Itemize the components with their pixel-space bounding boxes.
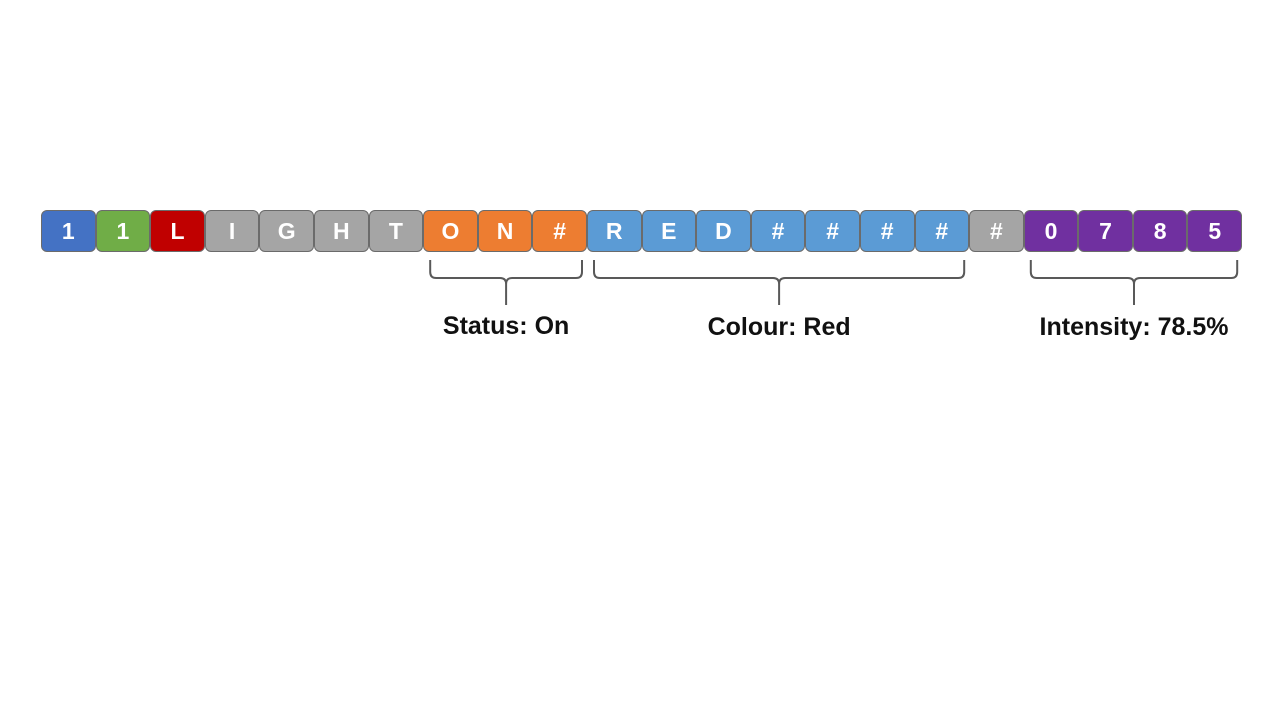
char-cell: # xyxy=(532,210,587,252)
char-cell: # xyxy=(750,210,806,252)
char-cell: O xyxy=(423,210,478,252)
char-cell: # xyxy=(859,210,915,252)
char-cell: D xyxy=(696,210,751,252)
char-cell: # xyxy=(969,210,1024,252)
char-cell: L xyxy=(150,210,205,252)
char-cell: H xyxy=(313,210,369,252)
char-cell: 0 xyxy=(1023,210,1079,252)
intensity-label: Intensity: 78.5% xyxy=(1039,313,1229,341)
char-cell: E xyxy=(641,210,697,252)
char-cell: 7 xyxy=(1078,210,1133,252)
status-brace xyxy=(429,260,583,305)
char-cell: 1 xyxy=(95,210,151,252)
char-cell: I xyxy=(204,210,260,252)
char-cell: R xyxy=(586,210,642,252)
char-cell: 1 xyxy=(41,210,96,252)
char-cell: # xyxy=(805,210,860,252)
character-strip: 1 1 L I G H T O N # R E D # # # # #0 7 8 5 xyxy=(41,210,1243,252)
char-cell: 8 xyxy=(1132,210,1188,252)
colour-brace xyxy=(593,260,966,305)
char-cell: N xyxy=(477,210,533,252)
colour-label: Colour: Red xyxy=(707,313,851,341)
char-cell: T xyxy=(368,210,424,252)
status-label: Status: On xyxy=(442,312,570,340)
char-cell: # xyxy=(914,210,970,252)
char-cell: G xyxy=(259,210,314,252)
char-cell: 5 xyxy=(1187,210,1243,252)
intensity-brace xyxy=(1029,260,1239,305)
